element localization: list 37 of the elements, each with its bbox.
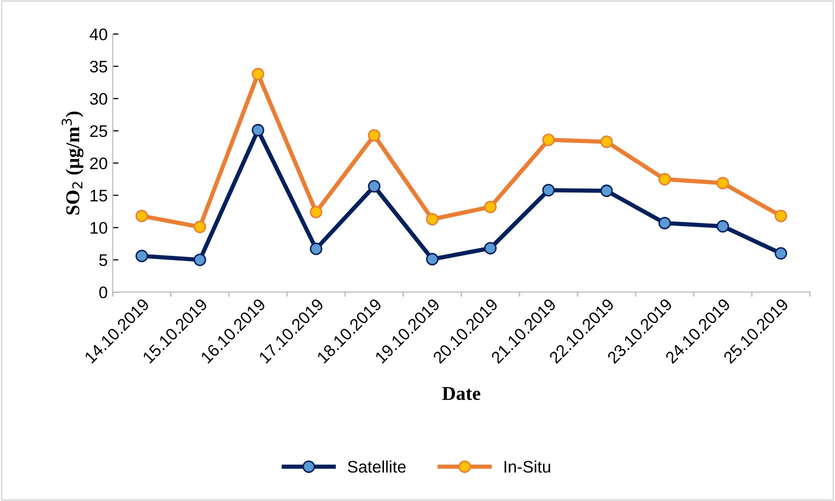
- y-tick-label: 0: [99, 286, 108, 298]
- point: [368, 180, 380, 193]
- point: [426, 212, 439, 226]
- point: [542, 184, 555, 196]
- point: [252, 124, 264, 136]
- point: [774, 247, 788, 260]
- x-axis-title: Date: [442, 387, 480, 400]
- y-tick-label: 5: [99, 254, 108, 266]
- point: [368, 129, 380, 142]
- point: [252, 68, 264, 80]
- point: [600, 184, 613, 198]
- point: [484, 242, 497, 254]
- y-axis-title: SO$_{2}$ (μg/m$^{3}$): [62, 112, 84, 215]
- point: [542, 134, 555, 146]
- point: [716, 220, 730, 233]
- y-tick-label: 25: [90, 125, 108, 138]
- point: [658, 216, 671, 230]
- point: [658, 172, 671, 186]
- y-tick-label: 10: [90, 222, 108, 234]
- point: [716, 176, 730, 190]
- legend-label: Satellite: [348, 460, 406, 473]
- point: [484, 200, 497, 214]
- point: [600, 136, 613, 148]
- point: [136, 250, 148, 262]
- point: [310, 206, 322, 218]
- point: [774, 210, 788, 222]
- point: [310, 242, 322, 256]
- y-tick-label: 20: [90, 157, 108, 170]
- y-tick-label: 35: [90, 60, 108, 73]
- y-tick-label: 30: [90, 92, 108, 105]
- y-tick-label: 15: [90, 190, 108, 202]
- point: [426, 252, 439, 266]
- point: [194, 220, 206, 234]
- point: [194, 254, 206, 266]
- point: [136, 210, 148, 222]
- legend-label: In-Situ: [504, 460, 550, 473]
- y-tick-label: 40: [90, 28, 108, 40]
